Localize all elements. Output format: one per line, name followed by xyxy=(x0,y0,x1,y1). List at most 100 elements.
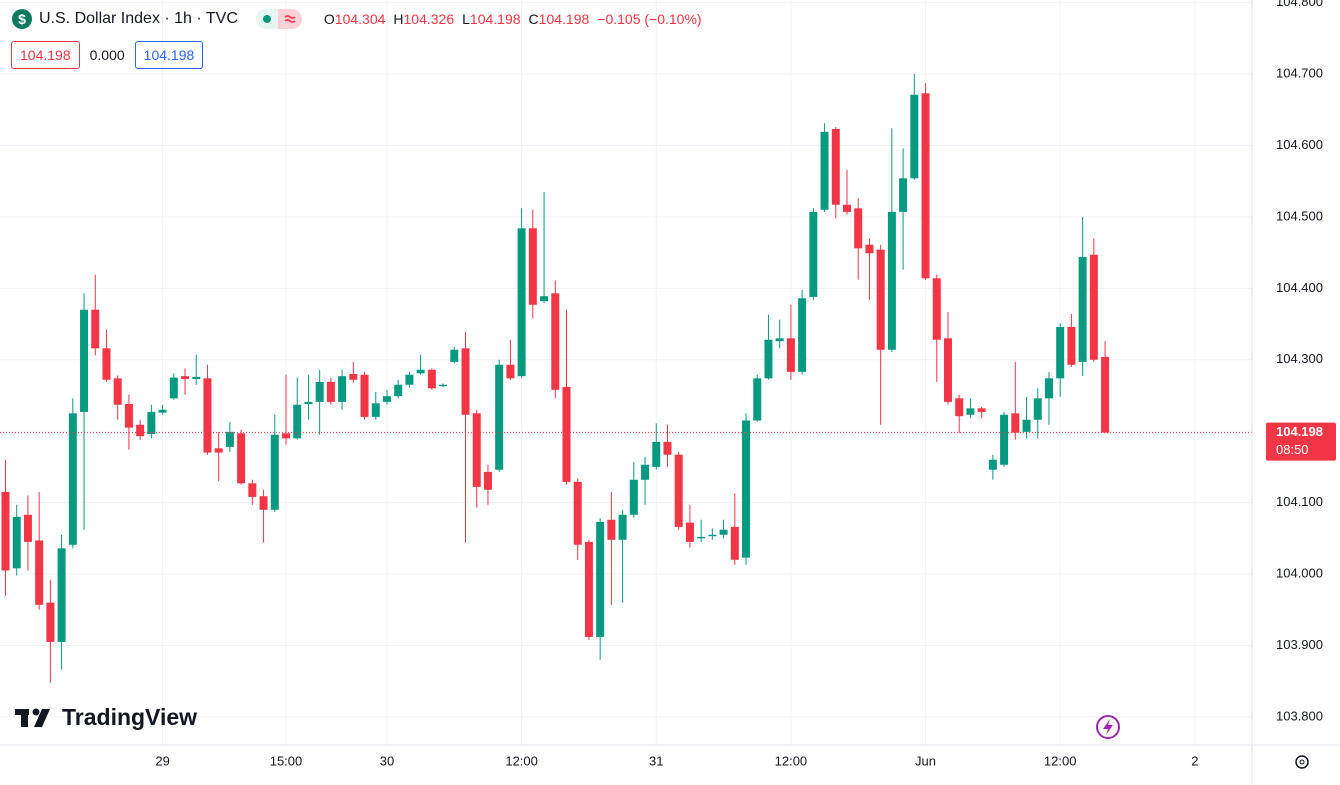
ohlc-key: L xyxy=(462,11,470,27)
x-tick-label: 30 xyxy=(380,753,394,768)
candle-body xyxy=(843,204,851,212)
candle-body xyxy=(102,348,111,380)
candle-body xyxy=(1,491,10,571)
candle-body xyxy=(742,420,751,558)
candle-body xyxy=(607,519,616,540)
ohlc-item: C104.198 xyxy=(529,11,590,27)
candle-body xyxy=(932,278,941,340)
indicator-values: 104.198 0.000 104.198 xyxy=(11,41,204,69)
candle-body xyxy=(338,376,347,402)
candle-body xyxy=(1000,414,1009,465)
candle-body xyxy=(1089,254,1098,360)
candle-body xyxy=(136,424,145,437)
candle-body xyxy=(854,208,863,249)
lightning-icon xyxy=(1096,715,1120,739)
candle-body xyxy=(966,408,975,415)
x-tick-label: 29 xyxy=(155,753,169,768)
candle-body xyxy=(988,459,997,470)
candle-body xyxy=(371,403,380,417)
candle-body xyxy=(977,408,986,412)
candle-body xyxy=(12,516,21,569)
candle-body xyxy=(304,401,313,405)
candle-body xyxy=(192,376,201,380)
y-tick-label: 104.800 xyxy=(1276,0,1323,9)
candle-body xyxy=(237,433,246,484)
candle-body xyxy=(506,364,515,379)
logo-text: TradingView xyxy=(62,704,197,730)
candle-body xyxy=(652,441,661,467)
candle-body xyxy=(450,349,459,362)
x-tick-label: 12:00 xyxy=(505,753,538,768)
ohlc-key: O xyxy=(323,11,335,27)
x-tick-label: 2 xyxy=(1191,753,1198,768)
indicator-value: 104.198 xyxy=(11,41,80,69)
y-tick-label: 103.900 xyxy=(1276,637,1323,652)
candle-body xyxy=(270,434,279,510)
candle-body xyxy=(46,602,55,642)
candle-body xyxy=(472,413,481,487)
candle-body xyxy=(483,471,492,490)
candle-body xyxy=(203,378,212,453)
candle-body xyxy=(764,339,773,379)
candle-body xyxy=(1011,413,1020,433)
countdown: 08:50 xyxy=(1276,442,1309,457)
logo: TradingView xyxy=(15,704,197,730)
candle-body xyxy=(876,249,885,350)
candle-body xyxy=(405,374,414,385)
ohlc-item: L104.198 xyxy=(462,11,520,27)
candle-body xyxy=(1101,356,1110,433)
candle-body xyxy=(23,514,32,542)
y-tick-label: 104.700 xyxy=(1276,65,1323,80)
x-tick-label: 31 xyxy=(649,753,663,768)
candle-body xyxy=(282,433,290,439)
change: −0.105 (−0.10%) xyxy=(597,11,702,27)
candle-body xyxy=(293,404,302,439)
x-tick-label: 12:00 xyxy=(1044,753,1077,768)
x-tick-label: Jun xyxy=(915,753,936,768)
candle-body xyxy=(584,541,593,637)
ohlc-item: O104.304 xyxy=(324,11,386,27)
candle-body xyxy=(921,93,930,279)
candle-body xyxy=(1067,326,1076,365)
ohlc-value: 104.304 xyxy=(334,11,386,27)
y-tick-label: 104.300 xyxy=(1276,351,1323,366)
candle-body xyxy=(517,228,526,377)
indicator-value: 104.198 xyxy=(134,41,204,69)
candle-body xyxy=(326,381,335,402)
candle-body xyxy=(113,378,122,405)
candle-body xyxy=(147,411,156,435)
status-pill[interactable] xyxy=(255,9,302,29)
y-tick-label: 104.600 xyxy=(1276,137,1323,152)
candle-body xyxy=(80,309,89,412)
candle-body xyxy=(573,481,582,545)
candle-body xyxy=(461,348,470,415)
candle-body xyxy=(641,464,650,480)
candle-body xyxy=(439,384,448,387)
candle-body xyxy=(169,377,178,399)
candle-body xyxy=(708,534,717,537)
candle-body xyxy=(349,374,358,380)
x-tick-label: 15:00 xyxy=(270,753,303,768)
ohlc-key: H xyxy=(393,11,404,27)
settings-icon[interactable] xyxy=(1295,755,1309,769)
candle-body xyxy=(910,94,919,179)
candle-body xyxy=(798,298,807,372)
candle-body xyxy=(596,521,605,637)
symbol-icon: $ xyxy=(12,9,32,29)
candle-body xyxy=(786,338,795,372)
candle-body xyxy=(382,396,391,402)
candle-body xyxy=(1033,398,1042,420)
symbol-title: U.S. Dollar Index · 1h · TVC xyxy=(39,10,238,27)
candle-body xyxy=(1022,419,1031,432)
candle-body xyxy=(697,536,706,539)
candle-body xyxy=(315,381,324,402)
candle-body xyxy=(719,529,728,535)
candle-body xyxy=(551,293,560,390)
candle-body xyxy=(57,548,66,642)
candle-body xyxy=(495,364,504,470)
indicator-value: 0.000 xyxy=(89,47,125,63)
ohlc-value: 104.198 xyxy=(469,11,521,27)
candle-body xyxy=(663,441,672,455)
ohlc-value: 104.198 xyxy=(538,11,590,27)
ohlc-value: 104.326 xyxy=(403,11,455,27)
